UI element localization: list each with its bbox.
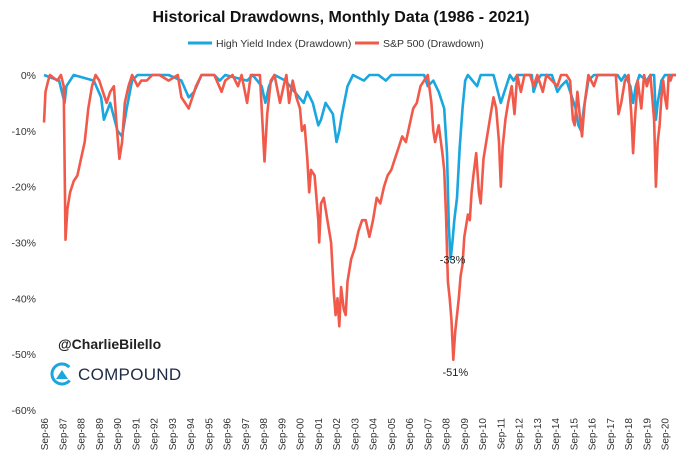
x-tick-label: Sep-86 — [40, 418, 51, 451]
x-axis: Sep-86 Sep-87 Sep-88 Sep-89 Sep-90 Sep-91 Sep-… — [40, 418, 672, 451]
y-tick-label: -40% — [11, 293, 36, 305]
series-line — [42, 73, 676, 362]
x-tick-label: Sep-10 — [478, 418, 489, 451]
y-tick-label: -20% — [11, 182, 36, 194]
watermark-handle: @CharlieBilello — [58, 336, 161, 352]
x-tick-label: Sep-04 — [369, 418, 380, 451]
legend-item: High Yield Index (Drawdown) — [188, 38, 351, 50]
legend-label: S&P 500 (Drawdown) — [383, 38, 484, 50]
x-tick-label: Sep-11 — [496, 418, 507, 450]
chart-title: Historical Drawdowns, Monthly Data (1986… — [153, 9, 530, 26]
x-tick-label: Sep-95 — [204, 418, 215, 451]
x-tick-label: Sep-07 — [423, 418, 434, 451]
legend-label: High Yield Index (Drawdown) — [216, 38, 351, 50]
x-tick-label: Sep-13 — [533, 418, 544, 451]
y-tick-label: 0% — [21, 70, 36, 82]
x-tick-label: Sep-02 — [332, 418, 343, 451]
x-tick-label: Sep-01 — [314, 418, 325, 451]
x-tick-label: Sep-18 — [624, 418, 635, 451]
x-tick-label: Sep-98 — [259, 418, 270, 451]
x-tick-label: Sep-16 — [588, 418, 599, 451]
x-tick-label: Sep-09 — [460, 418, 471, 451]
watermark: @CharlieBilello COMPOUND — [50, 336, 181, 386]
x-tick-label: Sep-14 — [551, 418, 562, 451]
y-tick-label: -30% — [11, 238, 36, 250]
series-layer — [42, 73, 676, 362]
annotation-layer: -33% -51% — [440, 254, 469, 379]
x-tick-label: Sep-87 — [58, 418, 69, 451]
y-axis: 0% -10% -20% -30% -40% -50% -60% — [11, 70, 36, 417]
compound-logo-icon — [50, 362, 74, 386]
x-tick-label: Sep-19 — [642, 418, 653, 451]
x-tick-label: Sep-91 — [131, 418, 142, 451]
x-tick-label: Sep-12 — [515, 418, 526, 451]
x-tick-label: Sep-97 — [241, 418, 252, 451]
x-tick-label: Sep-00 — [296, 418, 307, 451]
x-tick-label: Sep-20 — [661, 418, 672, 451]
series-line — [43, 73, 676, 261]
x-tick-label: Sep-92 — [150, 418, 161, 451]
x-tick-label: Sep-93 — [168, 418, 179, 451]
y-tick-label: -50% — [11, 349, 36, 361]
x-tick-label: Sep-88 — [77, 418, 88, 451]
x-tick-label: Sep-15 — [569, 418, 580, 451]
x-tick-label: Sep-03 — [350, 418, 361, 451]
x-tick-label: Sep-94 — [186, 418, 197, 451]
x-tick-label: Sep-96 — [223, 418, 234, 451]
y-tick-label: -60% — [11, 405, 36, 417]
x-tick-label: Sep-89 — [95, 418, 106, 451]
legend-item: S&P 500 (Drawdown) — [355, 38, 484, 50]
x-tick-label: Sep-08 — [442, 418, 453, 451]
data-label: -33% — [440, 254, 466, 266]
data-label: -51% — [443, 367, 469, 379]
watermark-brand: COMPOUND — [78, 365, 181, 384]
x-tick-label: Sep-05 — [387, 418, 398, 451]
x-tick-label: Sep-90 — [113, 418, 124, 451]
x-tick-label: Sep-06 — [405, 418, 416, 451]
y-tick-label: -10% — [11, 126, 36, 138]
legend: High Yield Index (Drawdown) S&P 500 (Draw… — [188, 38, 484, 50]
x-tick-label: Sep-99 — [277, 418, 288, 451]
x-tick-label: Sep-17 — [606, 418, 617, 451]
